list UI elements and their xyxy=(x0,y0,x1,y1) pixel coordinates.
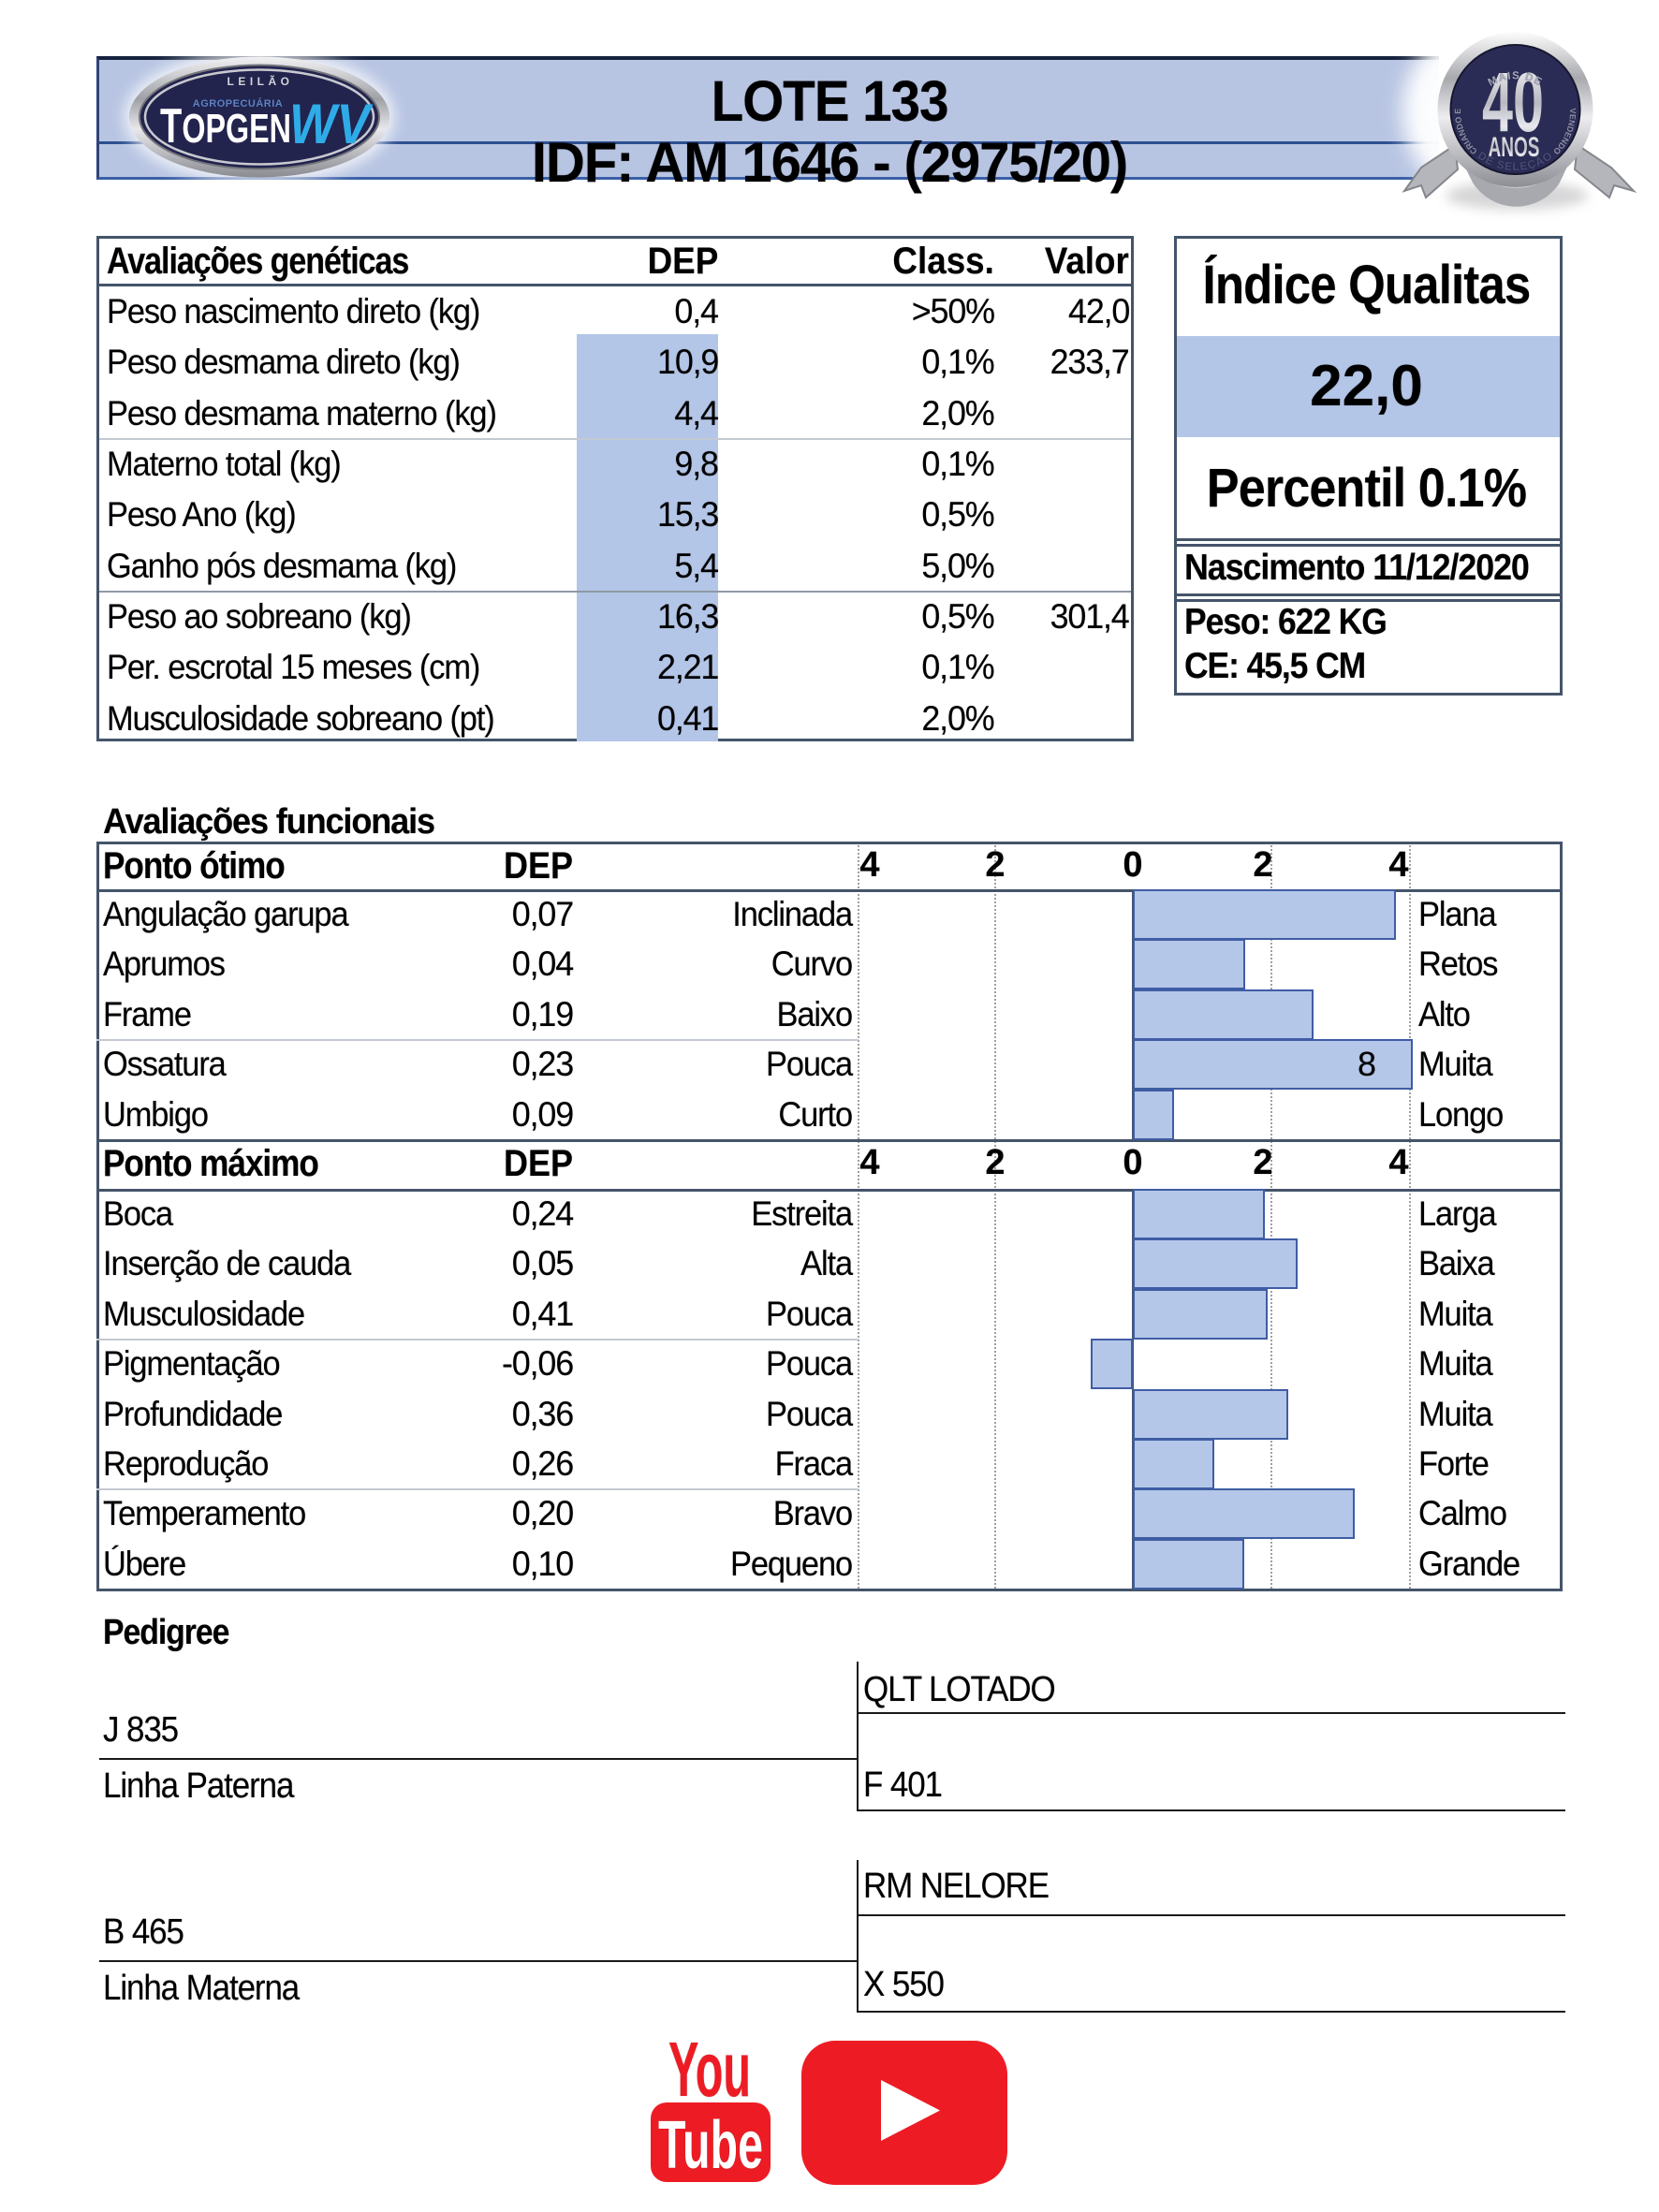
svg-text:LEILÃO: LEILÃO xyxy=(228,74,294,88)
svg-text:40: 40 xyxy=(1482,56,1544,150)
svg-text:You: You xyxy=(668,2026,751,2113)
svg-text:ANOS: ANOS xyxy=(1489,132,1540,163)
svg-text:WV: WV xyxy=(289,93,374,155)
svg-text:AGROPECUÁRIA: AGROPECUÁRIA xyxy=(193,97,283,110)
svg-text:TOPGEN: TOPGEN xyxy=(160,99,291,154)
svg-text:Tube: Tube xyxy=(658,2108,763,2183)
